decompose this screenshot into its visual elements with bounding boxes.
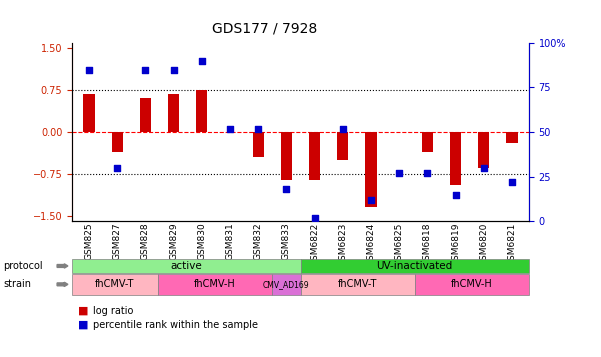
Bar bbox=[478, 132, 489, 169]
Text: fhCMV-H: fhCMV-H bbox=[451, 279, 493, 290]
Bar bbox=[281, 132, 292, 180]
Bar bbox=[450, 132, 461, 185]
Bar bbox=[422, 132, 433, 152]
Text: fhCMV-T: fhCMV-T bbox=[95, 279, 135, 290]
Bar bbox=[252, 132, 264, 157]
Text: fhCMV-H: fhCMV-H bbox=[194, 279, 236, 290]
Bar bbox=[337, 132, 349, 160]
Point bbox=[479, 165, 489, 171]
Text: ■: ■ bbox=[78, 320, 88, 330]
Bar bbox=[84, 94, 95, 132]
Text: CMV_AD169: CMV_AD169 bbox=[263, 280, 310, 289]
Text: UV-inactivated: UV-inactivated bbox=[377, 261, 453, 271]
Text: GDS177 / 7928: GDS177 / 7928 bbox=[212, 21, 317, 35]
Text: protocol: protocol bbox=[3, 261, 43, 271]
Point bbox=[423, 170, 432, 176]
Text: active: active bbox=[171, 261, 202, 271]
Point bbox=[225, 126, 235, 131]
Text: fhCMV-T: fhCMV-T bbox=[338, 279, 377, 290]
Bar bbox=[168, 94, 179, 132]
Point bbox=[254, 126, 263, 131]
Point bbox=[84, 67, 94, 72]
Point bbox=[366, 197, 376, 203]
Bar bbox=[140, 97, 151, 132]
Point bbox=[507, 179, 517, 185]
Text: log ratio: log ratio bbox=[93, 306, 133, 316]
Point bbox=[197, 58, 207, 64]
Bar bbox=[365, 132, 377, 207]
Text: ■: ■ bbox=[78, 306, 88, 316]
Point bbox=[282, 186, 291, 192]
Point bbox=[169, 67, 178, 72]
Bar bbox=[196, 90, 207, 132]
Bar bbox=[309, 132, 320, 180]
Bar bbox=[506, 132, 517, 143]
Point bbox=[338, 126, 347, 131]
Point bbox=[451, 192, 460, 197]
Text: strain: strain bbox=[3, 279, 31, 290]
Point bbox=[394, 170, 404, 176]
Text: percentile rank within the sample: percentile rank within the sample bbox=[93, 320, 258, 330]
Bar bbox=[112, 132, 123, 152]
Point bbox=[112, 165, 122, 171]
Point bbox=[310, 215, 319, 221]
Point bbox=[141, 67, 150, 72]
